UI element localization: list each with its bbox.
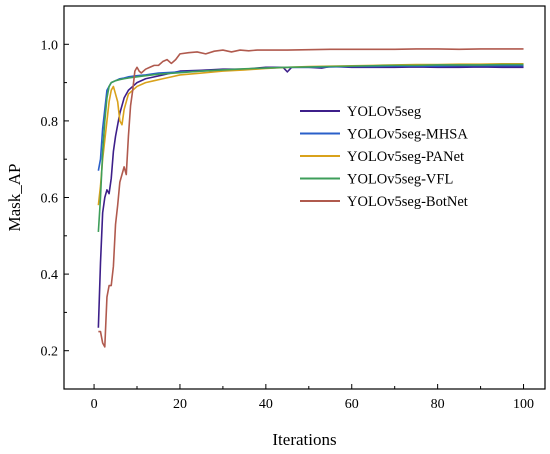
y-axis-ticks: 0.2 0.4 0.6 0.8 1.0: [41, 38, 69, 360]
series-line-4: [97, 63, 524, 233]
y-tick-label: 0.2: [41, 345, 59, 360]
legend-label-5: YOLOv5seg-BotNet: [347, 194, 468, 210]
x-axis-ticks: 0 20 40 60 80 100: [91, 384, 534, 412]
y-tick-label: 0.4: [41, 268, 59, 283]
legend-label-1: YOLOv5seg: [347, 104, 421, 120]
series-layer: [97, 48, 524, 348]
x-tick-label: 0: [91, 397, 98, 412]
x-axis-title: Iterations: [272, 430, 336, 449]
y-tick-label: 0.6: [41, 192, 59, 207]
x-tick-label: 100: [513, 397, 534, 412]
series-line-5: [98, 48, 524, 348]
x-tick-label: 40: [259, 397, 273, 412]
y-tick-label: 0.8: [41, 115, 59, 130]
x-tick-label: 60: [345, 397, 359, 412]
x-tick-label: 80: [431, 397, 445, 412]
x-tick-label: 20: [173, 397, 187, 412]
legend-label-3: YOLOv5seg-PANet: [347, 149, 464, 165]
legend-label-4: YOLOv5seg-VFL: [347, 172, 453, 188]
legend: YOLOv5seg YOLOv5seg-MHSA YOLOv5seg-PANet YO…: [300, 104, 468, 210]
y-tick-label: 1.0: [41, 38, 59, 53]
y-axis-title: Mask_AP: [5, 163, 24, 231]
legend-label-2: YOLOv5seg-MHSA: [347, 127, 468, 143]
